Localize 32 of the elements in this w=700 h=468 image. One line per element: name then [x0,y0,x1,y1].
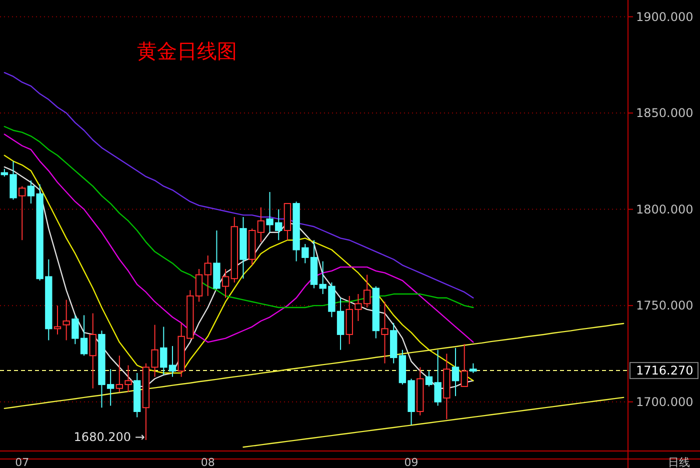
line-series [4,322,624,410]
candlestick [204,255,212,296]
candlestick [134,372,141,418]
candlestick [257,206,265,243]
line-series [242,396,624,448]
candlestick [390,322,398,364]
candlestick [230,216,238,283]
candlestick [222,268,230,298]
line-series [4,72,474,298]
ref-line-label: 1716.270 [636,364,694,378]
candlestick [62,299,70,341]
candlestick [240,216,247,280]
y-tick-label: 1850.000 [636,106,694,120]
candlestick [160,326,168,376]
y-tick-label: 1700.000 [636,394,694,409]
candlestick [452,347,460,397]
y-tick-label: 1750.000 [636,298,694,313]
candlestick [89,312,96,389]
line-series [4,134,474,343]
text: 黄金日线图 [137,39,237,63]
candlestick [443,353,450,420]
y-tick-label: 1900.000 [636,10,694,24]
candlestick [168,346,176,378]
text: 日线 [668,456,690,468]
x-tick-label: 09 [404,456,418,468]
candlestick [416,366,424,416]
candlestick [381,301,388,364]
line-series [4,126,474,308]
y-tick-label: 1800.000 [636,202,694,216]
x-tick-label: 08 [200,456,215,468]
annotation: 1680.200 → [74,430,145,444]
x-tick-label: 07 [15,456,30,468]
